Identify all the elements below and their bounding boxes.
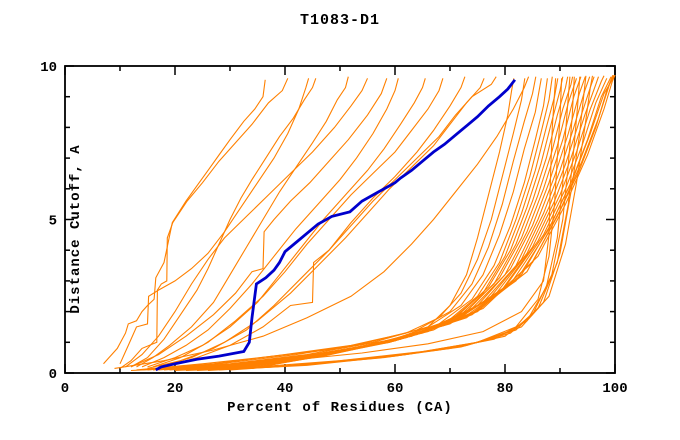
model-curve bbox=[174, 76, 564, 371]
model-curve bbox=[229, 75, 594, 371]
y-tick-label: 5 bbox=[49, 214, 57, 230]
model-curve bbox=[163, 76, 497, 368]
model-curve bbox=[136, 76, 349, 368]
model-curve bbox=[147, 78, 426, 368]
model-curve bbox=[130, 78, 388, 368]
plot-frame bbox=[64, 65, 616, 374]
x-tick-label: 40 bbox=[277, 381, 294, 397]
chart-title: T1083-D1 bbox=[299, 12, 380, 29]
model-curve bbox=[147, 76, 466, 369]
highlighted-model-curve bbox=[155, 78, 517, 372]
x-tick-label: 100 bbox=[602, 381, 627, 397]
model-curve bbox=[119, 78, 310, 365]
model-curve bbox=[229, 78, 608, 370]
x-tick-label: 80 bbox=[497, 381, 514, 397]
model-curve bbox=[174, 78, 563, 372]
model-curve bbox=[141, 78, 399, 368]
model-curve bbox=[257, 74, 616, 369]
x-tick-label: 60 bbox=[387, 381, 404, 397]
model-curve bbox=[180, 76, 569, 371]
model-curve bbox=[125, 78, 369, 368]
model-curve bbox=[130, 78, 317, 368]
y-tick-label: 10 bbox=[40, 60, 57, 76]
model-curve bbox=[202, 76, 586, 371]
y-tick-label: 0 bbox=[49, 367, 57, 383]
model-curves bbox=[103, 74, 616, 372]
model-curve bbox=[141, 78, 526, 371]
model-curve bbox=[224, 75, 605, 370]
x-tick-label: 20 bbox=[167, 381, 184, 397]
model-curve bbox=[147, 76, 537, 371]
x-tick-label: 0 bbox=[61, 381, 69, 397]
model-curve bbox=[152, 78, 444, 368]
y-axis-label: Distance Cutoff, A bbox=[68, 144, 84, 314]
x-axis-label: Percent of Residues (CA) bbox=[227, 400, 453, 416]
model-curve bbox=[158, 78, 485, 368]
model-curve bbox=[130, 78, 557, 372]
model-curve bbox=[114, 76, 530, 369]
model-curve bbox=[103, 79, 266, 365]
model-curve bbox=[152, 78, 542, 371]
model-curve bbox=[246, 75, 614, 369]
